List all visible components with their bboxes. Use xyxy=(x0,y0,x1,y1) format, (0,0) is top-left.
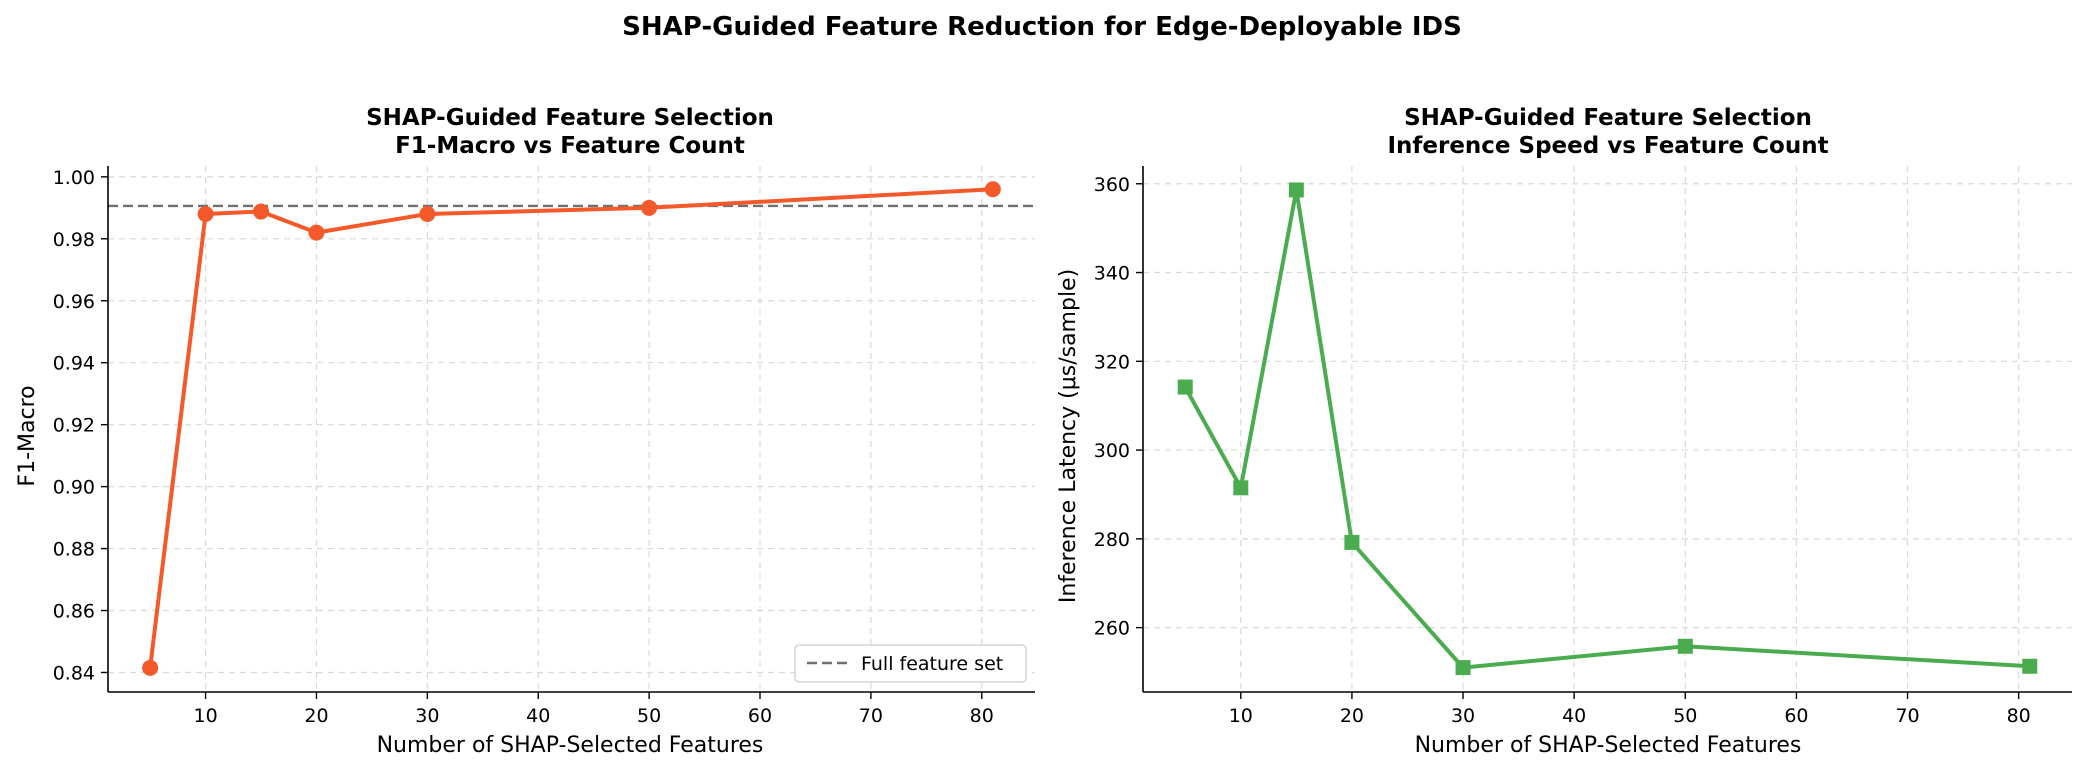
figure-suptitle: SHAP-Guided Feature Reduction for Edge-D… xyxy=(622,12,1462,42)
f1-ytick-label-5: 0.94 xyxy=(53,353,95,375)
f1-legend: Full feature set xyxy=(794,644,1027,683)
latency-xtick-label-80: 80 xyxy=(2007,705,2031,727)
f1-chart-title-line1: SHAP-Guided Feature Selection xyxy=(366,105,774,131)
f1-ytick-label-1: 0.86 xyxy=(53,601,95,623)
f1-chart-title-line2: F1-Macro vs Feature Count xyxy=(395,133,745,159)
latency-point-50 xyxy=(1677,638,1693,654)
f1-ytick-label-8: 1.00 xyxy=(53,167,95,189)
f1-ytick-label-2: 0.88 xyxy=(53,539,95,561)
latency-point-20 xyxy=(1344,534,1360,550)
latency-ytick-label-3: 320 xyxy=(1094,351,1130,373)
f1-point-81 xyxy=(984,181,1001,198)
f1-legend-frame xyxy=(794,644,1027,683)
latency-xtick-label-60: 60 xyxy=(1784,705,1808,727)
latency-xtick-label-10: 10 xyxy=(1229,705,1253,727)
latency-ytick-label-0: 260 xyxy=(1094,618,1130,640)
f1-ytick-label-6: 0.96 xyxy=(53,291,95,313)
latency-point-81 xyxy=(2022,658,2038,674)
inference-latency-chart: SHAP-Guided Feature Selection Inference … xyxy=(1056,105,2072,758)
latency-series-line xyxy=(1183,188,2032,670)
f1-series-layer xyxy=(142,181,1001,676)
f1-series-line xyxy=(148,187,995,670)
latency-point-5 xyxy=(1177,379,1193,395)
f1-macro-chart: SHAP-Guided Feature Selection F1-Macro v… xyxy=(15,105,1035,758)
latency-xtick-label-70: 70 xyxy=(1895,705,1919,727)
f1-xtick-label-60: 60 xyxy=(748,705,772,727)
latency-x-axis-label: Number of SHAP-Selected Features xyxy=(1415,733,1802,758)
latency-y-axis-label: Inference Latency (μs/sample) xyxy=(1056,269,1081,603)
f1-xtick-label-80: 80 xyxy=(970,705,994,727)
latency-xtick-label-30: 30 xyxy=(1451,705,1475,727)
latency-point-15 xyxy=(1288,182,1304,198)
latency-ytick-label-5: 360 xyxy=(1094,174,1130,196)
f1-point-5 xyxy=(142,659,159,676)
latency-point-30 xyxy=(1455,660,1471,676)
f1-xtick-label-70: 70 xyxy=(859,705,883,727)
f1-point-30 xyxy=(419,206,436,223)
f1-point-10 xyxy=(197,206,214,223)
latency-axes-spines xyxy=(1142,166,2072,693)
f1-x-axis-label: Number of SHAP-Selected Features xyxy=(377,733,764,758)
f1-ytick-label-4: 0.92 xyxy=(53,415,95,437)
f1-xtick-label-40: 40 xyxy=(526,705,550,727)
f1-point-50 xyxy=(641,199,658,216)
latency-xtick-label-50: 50 xyxy=(1673,705,1697,727)
latency-xtick-label-40: 40 xyxy=(1562,705,1586,727)
latency-chart-title-line1: SHAP-Guided Feature Selection xyxy=(1404,105,1812,131)
f1-axes-spines xyxy=(107,166,1035,693)
f1-y-axis-label: F1-Macro xyxy=(15,385,40,486)
latency-point-10 xyxy=(1233,480,1249,496)
f1-point-15 xyxy=(253,203,270,220)
latency-series-layer xyxy=(1177,182,2038,676)
f1-ytick-label-7: 0.98 xyxy=(53,229,95,251)
latency-ytick-label-1: 280 xyxy=(1094,529,1130,551)
f1-xtick-label-10: 10 xyxy=(193,705,217,727)
f1-xtick-label-50: 50 xyxy=(637,705,661,727)
f1-xtick-label-30: 30 xyxy=(415,705,439,727)
f1-xtick-label-20: 20 xyxy=(304,705,328,727)
f1-legend-label: Full feature set xyxy=(861,653,1003,675)
latency-ytick-label-2: 300 xyxy=(1094,440,1130,462)
latency-chart-title-line2: Inference Speed vs Feature Count xyxy=(1387,133,1828,159)
f1-grid xyxy=(108,166,1035,692)
latency-ticks: 10 20 30 40 50 60 70 80 260 280 300 320 340 360 xyxy=(1094,174,2031,727)
latency-ytick-label-4: 340 xyxy=(1094,263,1130,285)
f1-ytick-label-0: 0.84 xyxy=(53,662,95,684)
latency-xtick-label-20: 20 xyxy=(1340,705,1364,727)
latency-grid xyxy=(1143,166,2072,692)
f1-ytick-label-3: 0.90 xyxy=(53,477,95,499)
f1-point-20 xyxy=(308,224,325,241)
f1-ticks: 10 20 30 40 50 60 70 80 0.84 0.86 0.88 0.90 0.92 0.94… xyxy=(53,167,994,727)
